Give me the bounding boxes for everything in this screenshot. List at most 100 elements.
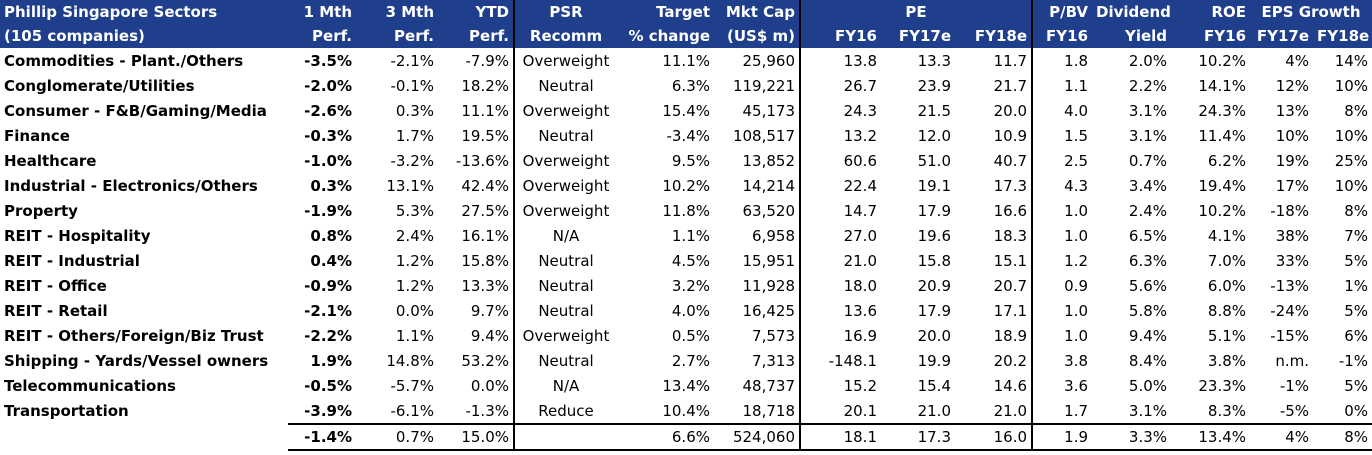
cell-eps-fy17e: -5% bbox=[1279, 401, 1310, 420]
cell-target-change: 10.4% bbox=[662, 401, 710, 420]
cell-roe: 19.4% bbox=[1198, 176, 1247, 195]
cell-3mth: 13.1% bbox=[386, 176, 434, 195]
cell-pe-fy16: 14.7 bbox=[799, 198, 881, 223]
cell-mktcap: 14,214 bbox=[742, 176, 796, 195]
cell-dividend-yield: 2.0% bbox=[1128, 51, 1168, 70]
cell-mktcap: 7,313 bbox=[752, 351, 795, 370]
cell-eps-fy17e: 38% bbox=[1275, 226, 1310, 245]
cell-1mth: -0.3% bbox=[304, 126, 352, 145]
cell-1mth: -1.9% bbox=[304, 201, 352, 220]
cell-1mth: 1.9% bbox=[310, 351, 352, 370]
cell-pbv: 2.5 bbox=[1031, 148, 1093, 173]
cell-dividend-yield: 0.7% bbox=[1128, 151, 1168, 170]
cell-3mth: -3.2% bbox=[390, 151, 434, 170]
cell-ytd: -7.9% bbox=[465, 51, 509, 70]
cell-pe-fy17e: 17.9 bbox=[917, 201, 951, 220]
cell-dividend-yield: 2.4% bbox=[1128, 201, 1168, 220]
cell-pbv: 1.8 bbox=[1031, 48, 1093, 73]
cell-pe-fy18e: 20.7 bbox=[993, 276, 1028, 295]
cell-sector: Conglomerate/Utilities bbox=[4, 76, 195, 95]
cell-pe-fy17e: 17.9 bbox=[917, 301, 951, 320]
cell-mktcap: 13,852 bbox=[742, 151, 796, 170]
cell-3mth: 5.3% bbox=[395, 201, 434, 220]
header-eps-growth: EPS Growth bbox=[1250, 0, 1372, 24]
header-recomm: Recomm bbox=[513, 24, 617, 48]
header-1mth-perf: Perf. bbox=[288, 24, 356, 48]
cell-mktcap: 18,718 bbox=[742, 401, 796, 420]
cell-pe-fy17e: 15.8 bbox=[917, 251, 951, 270]
cell-target-change: 2.7% bbox=[671, 351, 710, 370]
header-roe: ROE bbox=[1171, 0, 1251, 24]
cell-eps-fy18e: 14% bbox=[1334, 51, 1369, 70]
table-body: Commodities - Plant./Others -3.5% -2.1% -7.… bbox=[0, 48, 1372, 451]
cell-pe-fy17e: 20.9 bbox=[917, 276, 951, 295]
total-cell-eps-fy18e: 8% bbox=[1313, 423, 1372, 451]
cell-dividend-yield: 8.4% bbox=[1128, 351, 1168, 370]
cell-3mth: 2.4% bbox=[395, 226, 434, 245]
cell-1mth: 0.3% bbox=[310, 176, 352, 195]
header-pct-change: % change bbox=[617, 24, 714, 48]
cell-roe: 10.2% bbox=[1198, 51, 1247, 70]
cell-target-change: 10.2% bbox=[662, 176, 710, 195]
cell-pbv: 1.1 bbox=[1031, 73, 1093, 98]
header-ytd-perf: Perf. bbox=[438, 24, 514, 48]
cell-pe-fy16: 13.6 bbox=[799, 298, 881, 323]
cell-target-change: 4.0% bbox=[671, 301, 710, 320]
cell-pe-fy16: 27.0 bbox=[799, 223, 881, 248]
cell-target-change: 0.5% bbox=[671, 326, 710, 345]
table-row: Commodities - Plant./Others -3.5% -2.1% -7.… bbox=[0, 48, 1372, 73]
cell-pbv: 0.9 bbox=[1031, 273, 1093, 298]
cell-dividend-yield: 3.1% bbox=[1128, 126, 1168, 145]
header-row-2: (105 companies) Perf. Perf. Perf. Recomm… bbox=[0, 24, 1372, 48]
cell-pe-fy16: 13.2 bbox=[799, 123, 881, 148]
cell-pbv: 1.2 bbox=[1031, 248, 1093, 273]
cell-ytd: 13.3% bbox=[461, 276, 509, 295]
cell-eps-fy17e: -13% bbox=[1270, 276, 1310, 295]
cell-ytd: 27.5% bbox=[461, 201, 509, 220]
cell-eps-fy18e: 10% bbox=[1334, 126, 1369, 145]
cell-pe-fy18e: 15.1 bbox=[993, 251, 1028, 270]
table-row: Telecommunications -0.5% -5.7% 0.0% N/A 13.4%… bbox=[0, 373, 1372, 398]
cell-mktcap: 119,221 bbox=[732, 76, 795, 95]
cell-dividend-yield: 3.1% bbox=[1128, 401, 1168, 420]
cell-roe: 11.4% bbox=[1198, 126, 1247, 145]
cell-roe: 8.8% bbox=[1207, 301, 1247, 320]
cell-sector: REIT - Hospitality bbox=[4, 226, 151, 245]
total-cell-eps-fy17e: 4% bbox=[1250, 423, 1314, 451]
header-eps-fy17e: FY17e bbox=[1250, 24, 1314, 48]
cell-psr-recomm: N/A bbox=[513, 373, 617, 398]
cell-eps-fy17e: -18% bbox=[1270, 201, 1310, 220]
cell-eps-fy18e: 1% bbox=[1344, 276, 1369, 295]
cell-eps-fy17e: 13% bbox=[1275, 101, 1310, 120]
cell-psr-recomm: Reduce bbox=[513, 398, 617, 424]
cell-3mth: -6.1% bbox=[390, 401, 434, 420]
cell-psr-recomm: Overweight bbox=[513, 173, 617, 198]
cell-1mth: -2.6% bbox=[304, 101, 352, 120]
cell-pe-fy18e: 11.7 bbox=[993, 51, 1028, 70]
cell-eps-fy18e: 10% bbox=[1334, 176, 1369, 195]
cell-sector: REIT - Industrial bbox=[4, 251, 140, 270]
table-row: Consumer - F&B/Gaming/Media -2.6% 0.3% 11.1… bbox=[0, 98, 1372, 123]
table-row: Shipping - Yards/Vessel owners 1.9% 14.8% 5… bbox=[0, 348, 1372, 373]
cell-sector: Consumer - F&B/Gaming/Media bbox=[4, 101, 267, 120]
cell-mktcap: 108,517 bbox=[732, 126, 795, 145]
cell-pe-fy16: -148.1 bbox=[799, 348, 881, 373]
cell-ytd: 11.1% bbox=[461, 101, 509, 120]
cell-target-change: 13.4% bbox=[662, 376, 710, 395]
cell-ytd: 0.0% bbox=[470, 376, 509, 395]
cell-1mth: -2.0% bbox=[304, 76, 352, 95]
cell-target-change: 15.4% bbox=[662, 101, 710, 120]
header-pbv: P/BV bbox=[1031, 0, 1093, 24]
cell-pe-fy17e: 19.6 bbox=[917, 226, 951, 245]
cell-pe-fy17e: 23.9 bbox=[917, 76, 951, 95]
cell-pe-fy16: 21.0 bbox=[799, 248, 881, 273]
cell-dividend-yield: 5.8% bbox=[1128, 301, 1168, 320]
cell-1mth: -0.9% bbox=[304, 276, 352, 295]
cell-dividend-yield: 5.0% bbox=[1128, 376, 1168, 395]
cell-pe-fy17e: 13.3 bbox=[917, 51, 951, 70]
cell-pe-fy17e: 12.0 bbox=[917, 126, 951, 145]
cell-psr-recomm: Overweight bbox=[513, 323, 617, 348]
total-cell-pbv: 1.9 bbox=[1031, 423, 1093, 451]
cell-roe: 10.2% bbox=[1198, 201, 1247, 220]
cell-psr-recomm: Neutral bbox=[513, 348, 617, 373]
